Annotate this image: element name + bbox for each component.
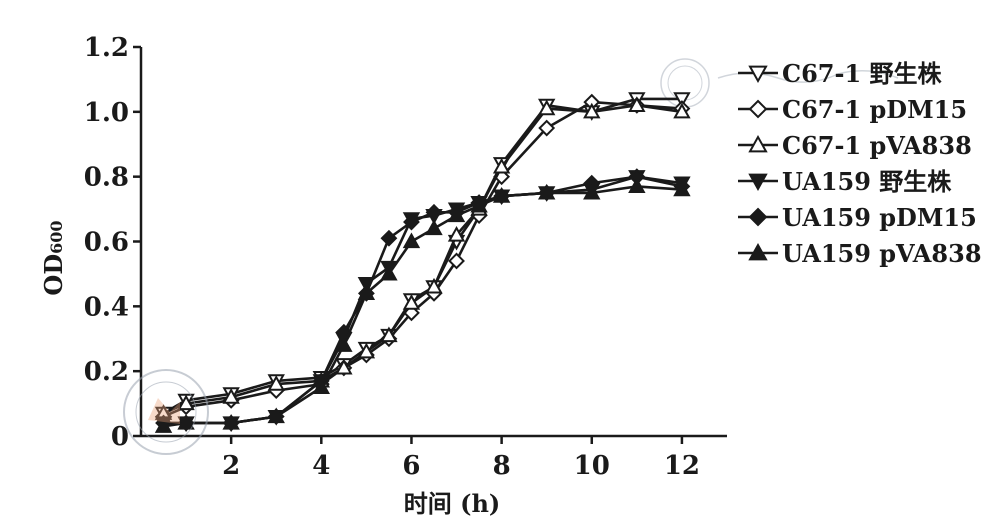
data-point xyxy=(537,183,556,200)
data-point xyxy=(380,326,398,343)
series-1 xyxy=(154,92,691,423)
data-point xyxy=(357,284,376,300)
y-tick-label: 1.2 xyxy=(84,33,129,63)
series-line xyxy=(162,97,682,415)
plot-area xyxy=(154,92,691,433)
series-line xyxy=(162,104,683,415)
data-point xyxy=(470,196,488,213)
data-point xyxy=(403,213,420,231)
x-tick-label: 12 xyxy=(664,451,700,481)
data-point xyxy=(177,413,195,430)
x-tick-label: 8 xyxy=(493,451,511,481)
data-point xyxy=(492,157,511,174)
x-tick-label: 4 xyxy=(312,451,330,481)
y-tick-label: 0.6 xyxy=(84,228,129,258)
series-3 xyxy=(154,96,691,420)
legend-item: C67-1 野生株 xyxy=(738,59,943,88)
data-point xyxy=(537,99,556,116)
legend-swatch-marker xyxy=(748,65,768,84)
x-tick-label: 6 xyxy=(402,451,420,481)
data-point xyxy=(425,219,443,236)
data-point xyxy=(425,277,443,294)
data-point xyxy=(673,102,691,119)
legend-swatch-marker xyxy=(748,99,768,119)
data-point xyxy=(402,294,421,310)
y-tick-label: 0 xyxy=(111,422,129,452)
legend-swatch-marker xyxy=(748,134,768,153)
legend-item: UA159 野生株 xyxy=(738,167,952,196)
data-point xyxy=(380,264,398,281)
y-axis-title-main: OD xyxy=(39,254,68,296)
legend-swatch-marker xyxy=(748,207,768,227)
data-point xyxy=(673,92,691,108)
data-point xyxy=(335,358,353,375)
series-line xyxy=(162,100,682,418)
series-line xyxy=(163,175,683,425)
data-point xyxy=(380,229,398,247)
axes: 2 4 6 8 10 12 0 0.2 0.4 0.6 0.8 1.0 1.2 xyxy=(84,33,727,481)
series-6 xyxy=(154,177,691,433)
legend-swatch-marker xyxy=(748,173,768,192)
y-tick-label: 0.4 xyxy=(84,292,129,322)
data-point xyxy=(628,177,646,193)
watermark-seal-bottom xyxy=(123,369,209,455)
legend-label: C67-1 pVA838 xyxy=(782,131,972,160)
data-point xyxy=(583,102,601,119)
data-point xyxy=(222,388,240,404)
legend-label: C67-1 pDM15 xyxy=(782,95,967,124)
data-point xyxy=(447,206,466,223)
legend-item: C67-1 pVA838 xyxy=(738,131,972,160)
data-point xyxy=(402,232,421,249)
legend-label: UA159 pDM15 xyxy=(782,203,977,232)
series-line xyxy=(163,175,683,425)
legend: C67-1 野生株 C67-1 pDM15 C67-1 pVA838 UA159 野生… xyxy=(738,59,982,268)
data-point xyxy=(267,375,285,391)
data-point xyxy=(425,203,443,221)
legend-label: UA159 pVA838 xyxy=(782,239,982,268)
data-point xyxy=(335,336,353,352)
legend-item: UA159 pVA838 xyxy=(738,239,982,268)
x-tick-label: 2 xyxy=(222,451,240,481)
x-tick-label: 10 xyxy=(574,451,610,481)
data-point xyxy=(628,96,646,112)
y-tick-label: 0.2 xyxy=(84,357,129,387)
data-point xyxy=(267,407,285,424)
y-tick-label: 1.0 xyxy=(84,98,129,128)
y-tick-label: 0.8 xyxy=(84,163,129,193)
legend-item: C67-1 pDM15 xyxy=(738,95,967,124)
data-point xyxy=(448,252,465,270)
y-axis-title: OD600 xyxy=(39,220,68,295)
legend-label: UA159 野生株 xyxy=(782,167,952,196)
data-point xyxy=(583,183,601,200)
data-point xyxy=(177,394,195,411)
legend-label: C67-1 野生株 xyxy=(782,59,943,88)
data-point xyxy=(447,225,466,242)
data-point xyxy=(673,180,691,197)
y-axis-title-subscript: 600 xyxy=(47,220,66,253)
series-2 xyxy=(155,93,691,425)
data-point xyxy=(357,342,376,359)
x-axis-title: 时间 (h) xyxy=(404,489,501,518)
legend-item: UA159 pDM15 xyxy=(738,203,977,232)
legend-swatch-marker xyxy=(748,242,768,261)
data-point xyxy=(312,378,331,394)
data-point xyxy=(222,413,240,430)
data-point xyxy=(492,187,511,203)
data-point xyxy=(154,417,173,433)
data-point xyxy=(538,119,556,137)
